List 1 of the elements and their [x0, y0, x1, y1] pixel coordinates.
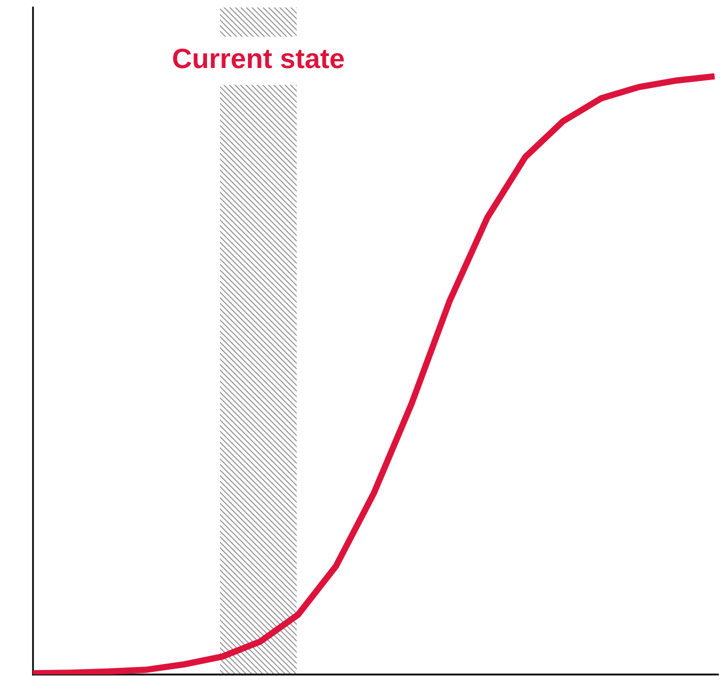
text: Current state	[173, 48, 344, 68]
